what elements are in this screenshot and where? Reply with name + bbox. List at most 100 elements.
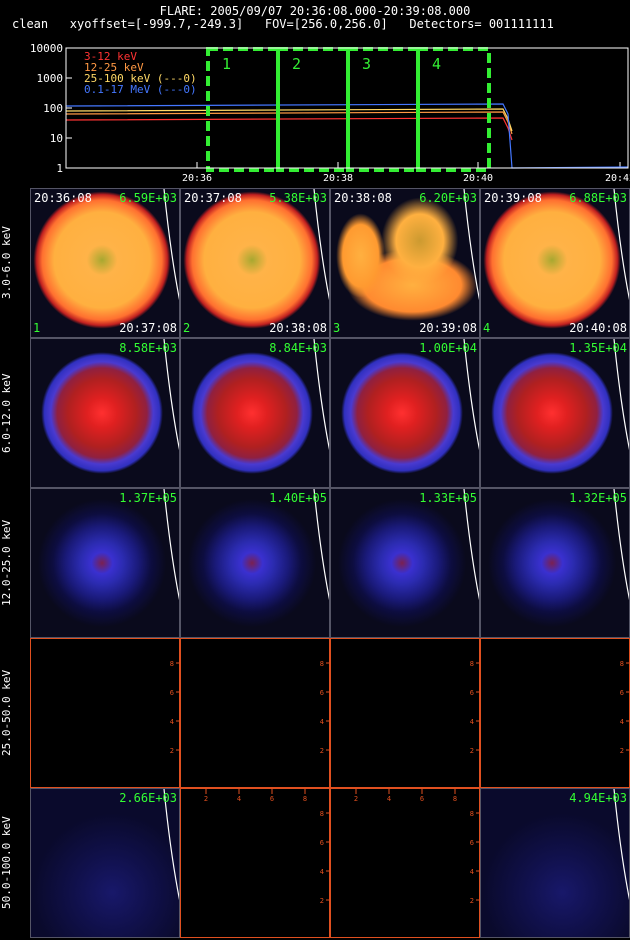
axis-tick-label: 2 xyxy=(470,747,474,755)
axis-tick-label: 8 xyxy=(303,795,307,803)
image-panel: 1.35E+04 xyxy=(480,338,630,488)
interval-index: 4 xyxy=(483,321,491,335)
axis-tick-label: 4 xyxy=(470,868,474,876)
image-panel: 8.84E+03 xyxy=(180,338,330,488)
interval-start-time: 20:39:08 xyxy=(484,191,542,205)
interval-end-time: 20:37:08 xyxy=(119,321,177,335)
image-panel: 2 4 6 8 xyxy=(30,638,180,788)
peak-value: 6.20E+03 xyxy=(419,191,477,205)
image-panel: 20:39:08 6.88E+03 20:40:08 4 xyxy=(480,188,630,338)
energy-band-label: 3.0-6.0 keV xyxy=(0,226,13,300)
image-panel: 1.32E+05 xyxy=(480,488,630,638)
peak-value: 6.59E+03 xyxy=(119,191,177,205)
image-panel: 20:37:08 5.38E+03 20:38:08 2 xyxy=(180,188,330,338)
solar-limb xyxy=(313,189,329,301)
interval-start-time: 20:38:08 xyxy=(334,191,392,205)
image-panel: 2 2 4 4 6 6 8 8 xyxy=(180,788,330,938)
solar-limb xyxy=(163,189,179,301)
axis-tick-label: 2 xyxy=(170,747,174,755)
axis-tick-label: 4 xyxy=(387,795,391,803)
empty-axes: 2 4 6 8 xyxy=(170,660,179,755)
axis-tick-label: 8 xyxy=(320,810,324,818)
axis-tick-label: 2 xyxy=(204,795,208,803)
peak-value: 6.88E+03 xyxy=(569,191,627,205)
x-tick-label: 20:40 xyxy=(463,173,493,184)
axis-tick-label: 2 xyxy=(354,795,358,803)
interval-end-time: 20:39:08 xyxy=(419,321,477,335)
interval-label: 2 xyxy=(292,55,301,73)
x-tick-label: 20:36 xyxy=(182,173,212,184)
legend-entry: 25-100 keV (---0) xyxy=(84,72,197,85)
axis-tick-label: 2 xyxy=(620,747,624,755)
axis-tick-label: 8 xyxy=(470,810,474,818)
interval-box xyxy=(346,47,420,172)
solar-limb xyxy=(313,339,329,451)
axis-tick-label: 4 xyxy=(237,795,241,803)
axis-tick-label: 4 xyxy=(620,718,624,726)
image-panel: 20:38:08 6.20E+03 20:39:08 3 xyxy=(330,188,480,338)
interval-index: 3 xyxy=(333,321,341,335)
solar-limb xyxy=(613,339,629,451)
flare-title: FLARE: 2005/09/07 20:36:08.000-20:39:08.… xyxy=(159,4,471,18)
axis-tick-label: 6 xyxy=(320,839,324,847)
axis-tick-label: 2 xyxy=(320,747,324,755)
image-panel: 1.37E+05 xyxy=(30,488,180,638)
peak-value: 1.37E+05 xyxy=(119,491,177,505)
peak-value: 1.35E+04 xyxy=(569,341,627,355)
y-tick-label: 100 xyxy=(43,102,63,115)
image-panel: 2 2 4 4 6 6 8 8 xyxy=(330,788,480,938)
peak-value: 1.00E+04 xyxy=(419,341,477,355)
axis-tick-label: 2 xyxy=(470,897,474,905)
image-panel: 20:36:08 6.59E+03 20:37:08 1 xyxy=(30,188,180,338)
solar-limb xyxy=(613,789,629,901)
peak-value: 8.84E+03 xyxy=(269,341,327,355)
image-panel: 2 4 6 8 xyxy=(330,638,480,788)
interval-box xyxy=(206,47,280,172)
interval-label: 3 xyxy=(362,55,371,73)
solar-limb xyxy=(613,489,629,601)
axis-tick-label: 6 xyxy=(470,689,474,697)
interval-index: 1 xyxy=(33,321,41,335)
lightcurve-line xyxy=(65,111,513,135)
image-parameters: clean xyoffset=[-999.7,-249.3] FOV=[256.… xyxy=(12,17,554,31)
lightcurve-line xyxy=(65,117,513,141)
interval-label: 1 xyxy=(222,55,231,73)
interval-start-time: 20:36:08 xyxy=(34,191,92,205)
axis-tick-label: 6 xyxy=(420,795,424,803)
x-tick-label: 20:42 xyxy=(605,173,630,184)
solar-limb xyxy=(163,489,179,601)
peak-value: 1.40E+05 xyxy=(269,491,327,505)
image-panel: 1.00E+04 xyxy=(330,338,480,488)
axis-tick-label: 6 xyxy=(320,689,324,697)
image-panel: 2 4 6 8 xyxy=(180,638,330,788)
peak-value: 1.32E+05 xyxy=(569,491,627,505)
image-panel: 1.33E+05 xyxy=(330,488,480,638)
interval-start-time: 20:37:08 xyxy=(184,191,242,205)
time-intervals: 1 2 3 4 xyxy=(206,47,491,172)
empty-axes: 2 4 6 8 xyxy=(320,660,329,755)
solar-limb xyxy=(613,189,629,301)
peak-value: 4.94E+03 xyxy=(569,791,627,805)
interval-end-time: 20:38:08 xyxy=(269,321,327,335)
legend-entry: 3-12 keV xyxy=(84,50,137,63)
legend-entry: 12-25 keV xyxy=(84,61,144,74)
solar-limb xyxy=(463,189,479,301)
energy-band-label: 50.0-100.0 keV xyxy=(0,816,13,910)
axis-tick-label: 4 xyxy=(320,868,324,876)
solar-limb xyxy=(463,339,479,451)
interval-box xyxy=(276,47,350,172)
axis-tick-label: 6 xyxy=(270,795,274,803)
axis-tick-label: 6 xyxy=(470,839,474,847)
empty-axes: 2 4 6 8 xyxy=(620,660,629,755)
image-panel: 4.94E+03 xyxy=(480,788,630,938)
solar-limb xyxy=(463,489,479,601)
axis-tick-label: 4 xyxy=(470,718,474,726)
axis-tick-label: 8 xyxy=(320,660,324,668)
x-tick-label: 20:38 xyxy=(323,173,353,184)
interval-index: 2 xyxy=(183,321,191,335)
axis-tick-label: 4 xyxy=(320,718,324,726)
axis-tick-label: 2 xyxy=(320,897,324,905)
empty-axes: 2 4 6 8 xyxy=(470,660,479,755)
peak-value: 8.58E+03 xyxy=(119,341,177,355)
